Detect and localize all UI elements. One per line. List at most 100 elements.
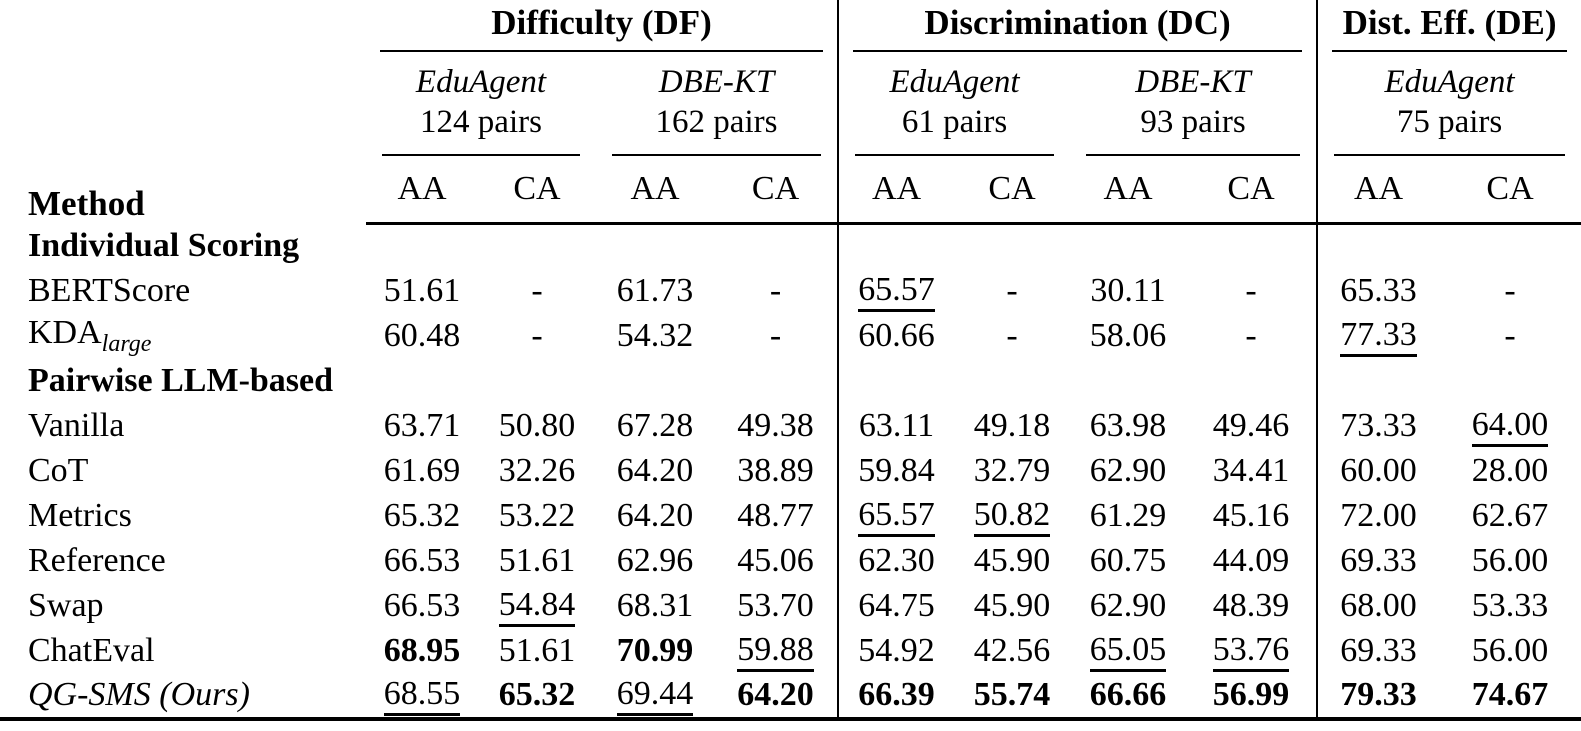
value: 56.00 [1471,632,1549,669]
value-cell: 64.75 [837,583,955,629]
value-cell: 50.82 [954,494,1070,539]
value-cell: 53.22 [478,494,596,539]
value-cell [596,224,714,269]
value-cell: 63.71 [366,404,478,449]
value: 63.98 [1089,407,1167,444]
table-header: Method Difficulty (DF) Discrimination (D… [0,0,1581,225]
method-cell: KDAlarge [28,314,152,357]
value: 63.71 [383,407,461,444]
value-cell [366,224,478,269]
value: 50.82 [973,497,1051,537]
value-cell: 56.00 [1439,629,1581,674]
value: 44.09 [1212,542,1290,579]
value: 64.20 [737,676,814,713]
value-cell [478,224,596,269]
method-column-header: Method [28,183,145,223]
section-label: Individual Scoring [28,227,300,264]
value-cell: 54.84 [478,584,596,629]
value-cell: 69.33 [1316,538,1440,584]
col-ca: CA [954,156,1071,225]
data-row: QG-SMS (Ours) 68.55 65.32 69.44 64.20 66.39 55… [0,673,1581,721]
dataset-name: DBE-KT [658,64,775,100]
value-cell: 59.84 [837,448,955,494]
value-cell: 59.88 [714,629,838,674]
method-cell: Reference [28,542,166,579]
value: 38.89 [737,452,814,489]
value-cell [1316,223,1440,269]
value: 48.39 [1212,587,1290,624]
value: 65.05 [1089,632,1167,672]
value-cell [1186,359,1317,404]
value-cell: 65.05 [1070,629,1186,674]
value: 77.33 [1340,317,1417,357]
value: 70.99 [616,632,694,669]
dataset-name: EduAgent [889,64,1020,100]
value: 64.20 [616,452,694,489]
value-cell: 62.67 [1439,494,1581,539]
dataset-header-row: EduAgent 124 pairs DBE-KT 162 pairs EduA… [0,52,1581,156]
value: 49.18 [973,407,1051,444]
value: 68.95 [383,632,461,669]
value: 68.00 [1340,587,1417,624]
value-cell: 62.30 [837,538,955,584]
value: 67.28 [616,407,694,444]
col-ca: CA [1439,156,1581,225]
value: 69.44 [616,676,694,716]
data-row: ChatEval 68.95 51.61 70.99 59.88 54.92 42.56 65… [0,628,1581,674]
value: - [531,272,543,309]
value-cell: 60.00 [1316,448,1440,494]
value-cell: 69.33 [1316,628,1440,674]
value-cell: 66.53 [366,539,478,584]
value: 65.32 [498,676,576,713]
value-cell [954,359,1070,404]
dataset-box: DBE-KT 93 pairs [1086,62,1301,156]
value-cell: 54.92 [837,628,955,674]
value: 56.99 [1212,676,1290,713]
value: 68.55 [383,676,461,716]
section-label: Pairwise LLM-based [28,362,334,399]
dataset-dc-dbekt: DBE-KT 93 pairs [1070,52,1317,156]
value: 50.80 [498,407,576,444]
value-cell: 65.57 [837,268,955,314]
value-cell: 28.00 [1439,449,1581,494]
method-cell: ChatEval [28,632,155,669]
value: 51.61 [498,632,576,669]
value-cell: - [1439,269,1581,314]
value-cell: 64.20 [714,673,839,721]
value-cell: 66.39 [837,673,955,721]
value: 79.33 [1340,676,1417,713]
value: 32.79 [973,452,1051,489]
value-cell: 67.28 [596,404,714,449]
group-label-difficulty: Difficulty (DF) [380,3,824,52]
dataset-box: EduAgent 61 pairs [855,62,1055,156]
dataset-pairs: 75 pairs [1396,104,1503,140]
data-row: Reference 66.53 51.61 62.96 45.06 62.30 45.90 6… [0,538,1581,584]
value-cell [1186,224,1317,269]
value: 63.11 [858,407,935,444]
value-cell: 56.00 [1439,539,1581,584]
value-cell: 42.56 [954,629,1070,674]
value-cell: 68.95 [366,629,478,674]
value-cell: 49.46 [1186,404,1317,449]
value-cell: - [954,269,1070,314]
value-cell: 45.06 [714,539,838,584]
value-cell: 55.74 [954,673,1071,721]
value-cell [366,359,478,404]
value-cell: 68.31 [596,584,714,629]
data-row: Vanilla 63.71 50.80 67.28 49.38 63.11 49.18 63.… [0,403,1581,449]
data-row: BERTScore 51.61 - 61.73 - 65.57 - 30.11 - 65.33 - [0,268,1581,314]
col-aa: AA [366,156,478,225]
value: 66.53 [383,542,461,579]
method-cell: Vanilla [28,407,125,444]
section-row: Pairwise LLM-based [0,358,1581,404]
value: - [1006,317,1018,354]
data-row: CoT 61.69 32.26 64.20 38.89 59.84 32.79 62.90 34… [0,448,1581,494]
value-cell: 74.67 [1439,673,1581,721]
value: 59.84 [858,452,935,489]
value: 62.96 [616,542,694,579]
value: 73.33 [1340,407,1417,444]
value: 28.00 [1471,452,1549,489]
value: 72.00 [1340,497,1417,534]
dataset-pairs: 124 pairs [420,104,542,140]
